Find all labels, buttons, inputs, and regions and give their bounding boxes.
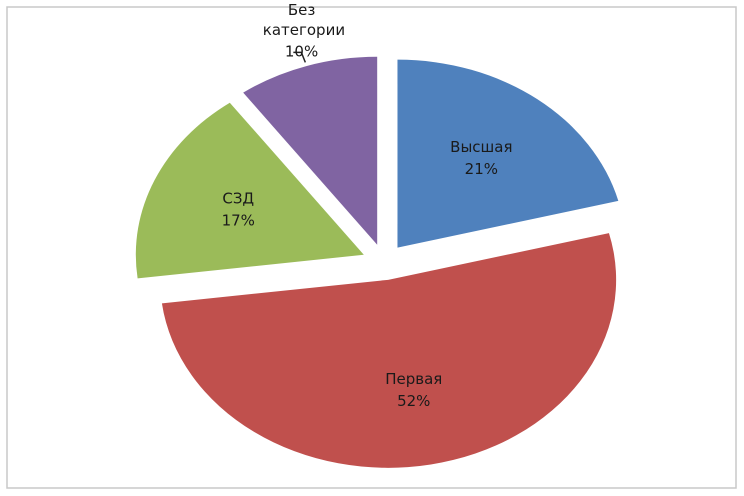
label-line: категории (258, 20, 345, 38)
leader-line (293, 51, 307, 63)
label-line: Без (288, 0, 316, 18)
pie-slice (243, 56, 378, 245)
pie-slice (397, 59, 619, 248)
pie-slice (135, 102, 364, 279)
pie-slice (161, 233, 617, 468)
slice-value-label: 52% (397, 392, 430, 410)
slice-label: СЗД (222, 189, 254, 207)
slice-value-label: 17% (222, 211, 255, 229)
slice-label: Высшая (450, 138, 512, 156)
slice-value-label: 21% (465, 160, 498, 178)
slice-label: Первая (385, 370, 442, 388)
slice-label: Без категории (258, 0, 345, 38)
slice-value-label: 10% (285, 42, 318, 60)
